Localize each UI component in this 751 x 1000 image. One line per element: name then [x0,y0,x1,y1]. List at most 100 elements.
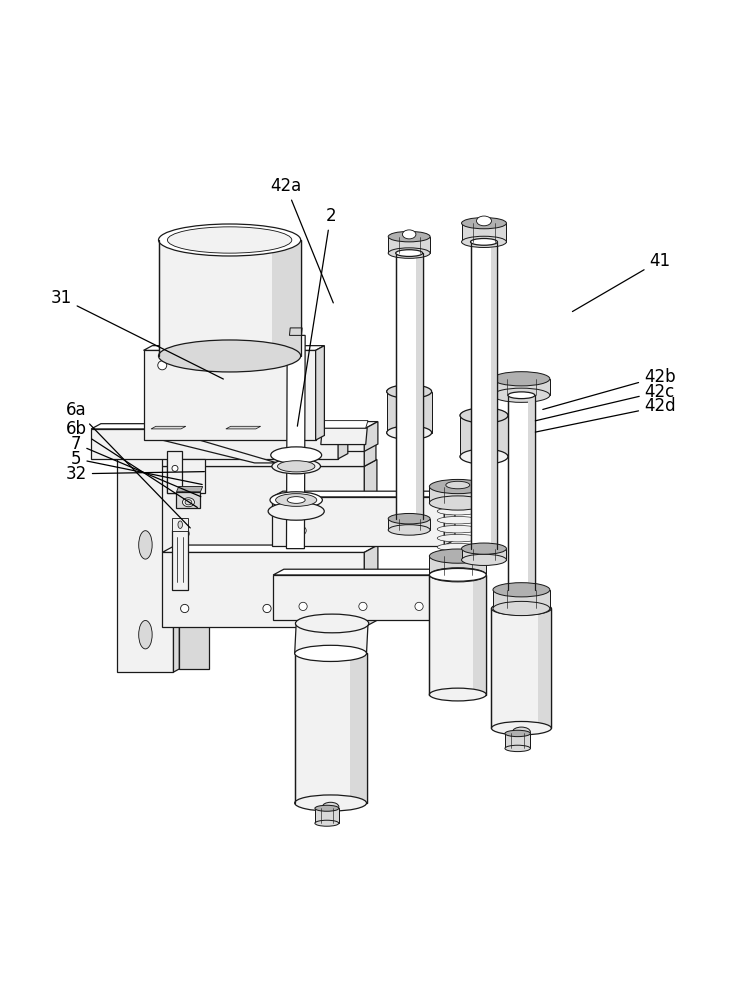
Polygon shape [351,653,366,803]
Polygon shape [172,518,189,531]
Polygon shape [226,426,261,429]
Ellipse shape [430,496,486,510]
Ellipse shape [501,601,542,608]
Ellipse shape [477,216,491,226]
Polygon shape [473,575,486,695]
Ellipse shape [501,594,542,601]
Ellipse shape [437,543,478,551]
Ellipse shape [437,534,478,542]
Ellipse shape [410,526,418,535]
Polygon shape [538,608,551,728]
Text: 42b: 42b [543,368,676,409]
Polygon shape [396,253,423,519]
Ellipse shape [292,361,301,370]
Polygon shape [364,545,378,627]
Ellipse shape [430,549,486,563]
Ellipse shape [388,248,430,258]
Ellipse shape [263,604,271,613]
Ellipse shape [180,604,189,613]
Polygon shape [176,487,203,492]
Polygon shape [294,623,368,653]
Text: 6a: 6a [66,401,190,528]
Polygon shape [505,733,530,748]
Polygon shape [449,569,460,620]
Ellipse shape [322,802,339,811]
Ellipse shape [430,688,486,701]
Polygon shape [321,421,368,428]
Ellipse shape [387,386,432,397]
Polygon shape [176,492,201,508]
Text: 41: 41 [572,252,671,312]
Ellipse shape [493,388,550,402]
Ellipse shape [268,502,324,520]
Ellipse shape [471,238,497,245]
Ellipse shape [508,392,535,399]
Polygon shape [528,395,535,590]
Ellipse shape [180,529,189,538]
Text: 32: 32 [65,465,204,483]
Ellipse shape [139,531,152,559]
Polygon shape [462,223,506,242]
Polygon shape [416,253,423,519]
Ellipse shape [172,465,178,471]
Ellipse shape [430,568,486,582]
Ellipse shape [493,372,550,386]
Ellipse shape [158,361,167,370]
Polygon shape [315,808,339,823]
Ellipse shape [460,408,508,423]
Polygon shape [143,350,315,440]
Polygon shape [289,328,302,335]
Ellipse shape [491,721,551,735]
Text: 42c: 42c [535,383,675,421]
Text: 5: 5 [71,450,202,484]
Polygon shape [493,590,550,608]
Ellipse shape [385,584,396,603]
Text: 6b: 6b [65,420,198,507]
Polygon shape [388,237,430,253]
Polygon shape [364,460,377,552]
Polygon shape [117,444,179,448]
Ellipse shape [396,250,423,256]
Polygon shape [167,451,182,493]
Polygon shape [172,530,189,590]
Ellipse shape [178,521,182,528]
Polygon shape [162,434,376,440]
Polygon shape [143,346,324,350]
Polygon shape [294,653,366,803]
Ellipse shape [182,498,195,507]
Polygon shape [471,242,497,549]
Polygon shape [493,379,550,395]
Polygon shape [222,438,302,440]
Ellipse shape [493,583,550,597]
Polygon shape [179,444,210,669]
Polygon shape [158,240,300,356]
Ellipse shape [437,525,478,533]
Ellipse shape [261,340,268,345]
Ellipse shape [493,601,550,616]
Polygon shape [364,434,376,466]
Polygon shape [162,545,378,552]
Polygon shape [460,415,508,457]
Ellipse shape [460,451,508,463]
Polygon shape [162,466,364,552]
Polygon shape [462,549,506,560]
Polygon shape [430,556,486,575]
Ellipse shape [388,513,430,524]
Polygon shape [508,395,535,590]
Polygon shape [491,608,551,728]
Polygon shape [162,429,364,451]
Polygon shape [387,392,432,433]
Ellipse shape [501,586,542,594]
Polygon shape [162,422,378,429]
Ellipse shape [403,230,416,239]
Polygon shape [272,497,445,546]
Ellipse shape [460,449,508,464]
Ellipse shape [315,820,339,826]
Ellipse shape [167,227,292,253]
Text: 2: 2 [297,207,336,426]
Polygon shape [338,424,348,459]
Ellipse shape [462,554,506,565]
Ellipse shape [462,236,506,247]
Polygon shape [91,429,338,459]
Ellipse shape [294,795,366,811]
